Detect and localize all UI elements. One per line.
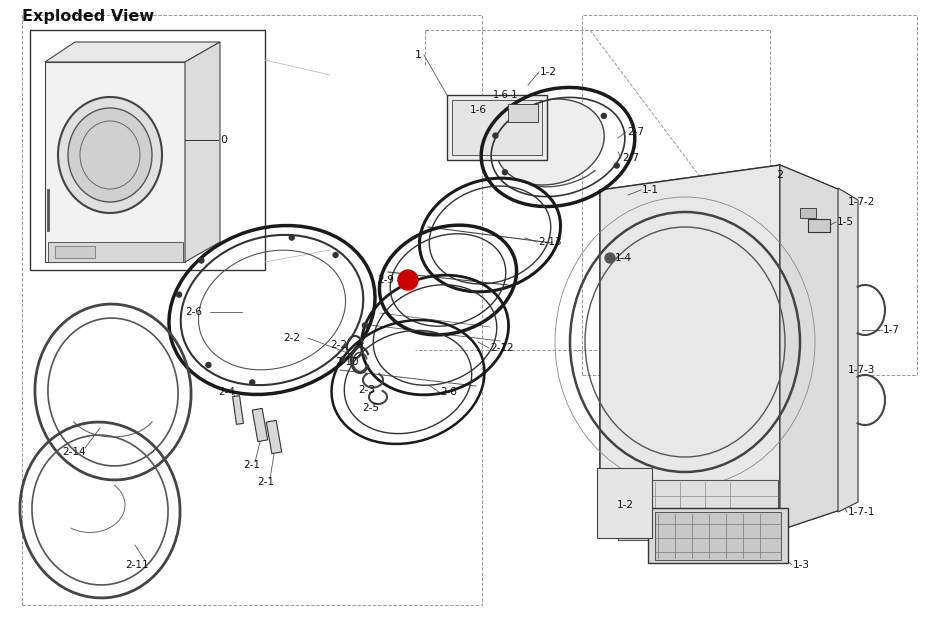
Bar: [799, 208, 815, 218]
Text: 1-4: 1-4: [614, 253, 631, 263]
Text: 2-7: 2-7: [622, 153, 638, 163]
Text: 1-1: 1-1: [641, 185, 658, 195]
Text: 2-9: 2-9: [377, 275, 393, 285]
Polygon shape: [45, 62, 185, 262]
Bar: [55, 246, 95, 258]
Bar: [597, 468, 651, 538]
Circle shape: [362, 323, 367, 328]
Text: 2-2: 2-2: [329, 340, 347, 350]
Circle shape: [289, 235, 294, 240]
Circle shape: [340, 357, 344, 362]
Text: 2-3: 2-3: [357, 385, 375, 395]
Text: Exploded View: Exploded View: [22, 9, 154, 25]
Text: 1-3: 1-3: [793, 560, 809, 570]
Circle shape: [613, 163, 619, 168]
Text: 2-12: 2-12: [489, 343, 513, 353]
Bar: [452, 100, 541, 155]
Text: 2-11: 2-11: [125, 560, 148, 570]
Ellipse shape: [68, 108, 152, 202]
Circle shape: [250, 380, 254, 385]
Ellipse shape: [58, 97, 161, 213]
Circle shape: [397, 270, 418, 290]
Text: 0: 0: [220, 135, 226, 145]
Circle shape: [604, 253, 614, 263]
Polygon shape: [837, 188, 857, 512]
Text: 1-5: 1-5: [836, 217, 853, 227]
Ellipse shape: [496, 99, 603, 185]
Text: 2-5: 2-5: [362, 403, 379, 413]
Bar: [446, 95, 547, 160]
Text: 2-10: 2-10: [335, 357, 358, 367]
Bar: [617, 480, 777, 540]
Text: 2-1: 2-1: [257, 477, 274, 487]
Text: 1-7-3: 1-7-3: [847, 365, 874, 375]
Text: 1: 1: [415, 50, 421, 60]
Text: 2-1: 2-1: [243, 460, 260, 470]
Text: 2-4: 2-4: [218, 387, 235, 397]
Bar: [648, 508, 787, 563]
Polygon shape: [780, 165, 839, 530]
Circle shape: [502, 170, 507, 175]
Bar: [581, 15, 916, 375]
Text: 2-13: 2-13: [537, 237, 561, 247]
Polygon shape: [45, 42, 220, 62]
Circle shape: [176, 292, 181, 297]
Text: 2-7: 2-7: [626, 127, 643, 137]
Bar: [48, 242, 183, 262]
Text: 1-6: 1-6: [470, 105, 486, 115]
Circle shape: [600, 113, 606, 118]
Bar: [508, 104, 537, 122]
Polygon shape: [599, 165, 839, 530]
Text: 1-7: 1-7: [882, 325, 899, 335]
Text: 1-7-2: 1-7-2: [847, 197, 874, 207]
Text: 1-6-1: 1-6-1: [493, 90, 518, 100]
Polygon shape: [252, 409, 267, 441]
Text: 2-2: 2-2: [283, 333, 300, 343]
Polygon shape: [266, 420, 281, 454]
Text: 1-2: 1-2: [616, 500, 633, 510]
Bar: [807, 219, 829, 232]
Text: 1-2: 1-2: [539, 67, 557, 77]
Text: 2-8: 2-8: [440, 387, 457, 397]
Bar: [22, 15, 482, 605]
Circle shape: [493, 133, 497, 138]
Bar: [654, 512, 780, 560]
Bar: [30, 30, 264, 270]
Polygon shape: [185, 42, 220, 262]
Circle shape: [333, 252, 338, 257]
Text: 2-6: 2-6: [185, 307, 201, 317]
Circle shape: [206, 363, 211, 368]
Text: 2: 2: [775, 170, 782, 180]
Text: 2-14: 2-14: [62, 447, 85, 457]
Circle shape: [199, 258, 203, 263]
Polygon shape: [232, 396, 243, 424]
Polygon shape: [599, 165, 780, 530]
Text: 1-7-1: 1-7-1: [847, 507, 874, 517]
